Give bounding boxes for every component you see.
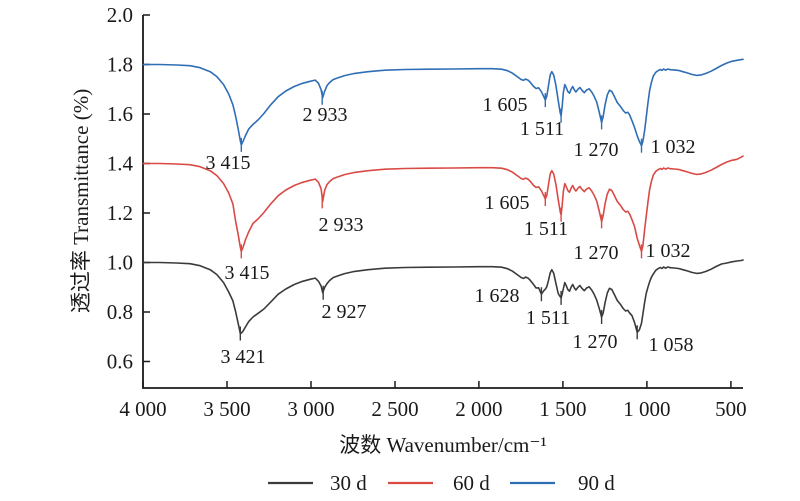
peak-label: 1 270	[574, 139, 619, 161]
x-tick-label: 1 500	[539, 397, 586, 421]
peak-label: 1 032	[646, 240, 691, 262]
x-tick-label: 3 000	[287, 397, 334, 421]
peak-label: 1 605	[483, 94, 528, 116]
peak-label: 3 415	[225, 262, 270, 284]
peak-label: 2 933	[319, 214, 364, 236]
peak-label: 1 511	[524, 218, 568, 240]
peak-label: 1 511	[526, 307, 570, 329]
peak-label: 1 032	[651, 136, 696, 158]
y-tick-label: 1.0	[107, 251, 133, 275]
peak-label: 3 415	[206, 152, 251, 174]
peak-label: 1 628	[475, 285, 520, 307]
y-tick-label: 1.4	[107, 152, 134, 176]
x-tick-label: 500	[715, 397, 747, 421]
peak-label: 3 421	[221, 346, 266, 368]
y-axis-title: 透过率 Transmittance (%)	[69, 89, 93, 313]
x-tick-label: 1 000	[623, 397, 670, 421]
legend-label: 90 d	[578, 471, 615, 495]
peak-label: 2 927	[322, 301, 367, 323]
curve-60-d	[142, 155, 744, 253]
curve-90-d	[142, 58, 744, 147]
peak-label: 1 270	[573, 331, 618, 353]
x-axis-title: 波数 Wavenumber/cm⁻¹	[339, 433, 547, 457]
peak-label: 2 933	[303, 104, 348, 126]
legend: 30 d 60 d 90 d	[268, 471, 615, 495]
y-tick-label: 2.0	[107, 3, 133, 27]
y-tick-label: 0.6	[107, 350, 133, 374]
peak-label: 1 270	[574, 242, 619, 264]
peak-label: 1 511	[520, 118, 564, 140]
x-tick-label: 2 000	[455, 397, 502, 421]
curve-30-d	[142, 259, 744, 335]
curves-layer	[142, 58, 744, 335]
x-tick-label: 3 500	[203, 397, 250, 421]
axes-layer: 0.6 0.8 1.0 1.2 1.4 1.6 1.8 2.0 4 000 3 500 3 000 2…	[107, 3, 747, 421]
y-tick-label: 1.6	[107, 102, 133, 126]
peak-label: 1 058	[649, 334, 694, 356]
legend-label: 60 d	[453, 471, 490, 495]
peak-label: 1 605	[485, 192, 530, 214]
x-tick-label: 4 000	[119, 397, 166, 421]
legend-label: 30 d	[330, 471, 367, 495]
y-tick-label: 1.2	[107, 201, 133, 225]
y-tick-label: 1.8	[107, 53, 133, 77]
x-tick-label: 2 500	[371, 397, 418, 421]
y-tick-label: 0.8	[107, 300, 133, 324]
